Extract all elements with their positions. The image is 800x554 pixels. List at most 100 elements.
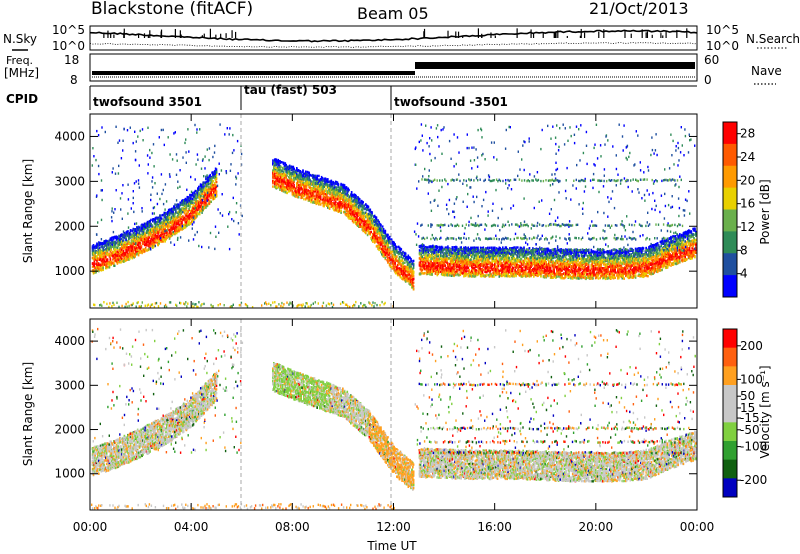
echo-pixel bbox=[142, 233, 144, 236]
echo-pixel bbox=[211, 179, 213, 183]
echo-pixel bbox=[135, 240, 137, 243]
echo-pixel bbox=[356, 222, 358, 225]
echo-pixel bbox=[165, 212, 167, 215]
echo-pixel bbox=[421, 269, 423, 272]
echo-pixel bbox=[365, 216, 367, 219]
echo-pixel bbox=[354, 211, 356, 214]
echo-pixel bbox=[196, 204, 198, 208]
echo-pixel bbox=[276, 177, 279, 180]
echo-pixel bbox=[120, 261, 122, 264]
echo-pixel bbox=[303, 181, 305, 185]
echo-pixel bbox=[130, 252, 133, 255]
echo-pixel bbox=[398, 260, 401, 263]
echo-pixel bbox=[97, 261, 99, 265]
echo-pixel bbox=[335, 203, 338, 207]
echo-pixel bbox=[412, 281, 415, 284]
echo-pixel bbox=[211, 185, 213, 189]
echo-pixel bbox=[389, 258, 392, 262]
echo-pixel bbox=[361, 201, 364, 204]
echo-pixel bbox=[198, 207, 200, 210]
echo-pixel bbox=[166, 234, 168, 237]
echo-pixel bbox=[327, 185, 329, 189]
echo-pixel bbox=[316, 180, 318, 183]
echo-pixel bbox=[151, 227, 153, 230]
echo-pixel bbox=[199, 197, 202, 201]
echo-pixel bbox=[308, 185, 310, 189]
echo-pixel bbox=[297, 169, 300, 172]
echo-pixel bbox=[205, 188, 207, 192]
echo-pixel bbox=[388, 239, 391, 243]
echo-pixel bbox=[198, 186, 200, 189]
echo-pixel bbox=[328, 180, 331, 183]
echo-pixel bbox=[288, 172, 290, 175]
echo-pixel bbox=[111, 251, 113, 254]
echo-pixel bbox=[129, 229, 132, 232]
echo-pixel bbox=[392, 261, 395, 264]
echo-pixel bbox=[375, 220, 378, 223]
echo-pixel bbox=[152, 218, 155, 221]
echo-pixel bbox=[308, 171, 310, 174]
echo-pixel bbox=[356, 197, 358, 200]
echo-pixel bbox=[421, 259, 423, 262]
echo-pixel bbox=[204, 194, 206, 197]
echo-pixel bbox=[215, 185, 218, 188]
echo-pixel bbox=[327, 196, 330, 200]
echo-pixel bbox=[147, 235, 150, 238]
echo-pixel bbox=[169, 221, 172, 224]
echo-pixel bbox=[113, 245, 115, 248]
echo-pixel bbox=[314, 174, 317, 177]
echo-pixel bbox=[371, 227, 373, 230]
echo-pixel bbox=[109, 257, 112, 260]
echo-pixel bbox=[167, 210, 170, 214]
echo-pixel bbox=[321, 191, 324, 195]
echo-pixel bbox=[339, 189, 341, 192]
echo-pixel bbox=[382, 255, 385, 258]
echo-pixel bbox=[302, 183, 304, 186]
echo-pixel bbox=[280, 185, 282, 188]
echo-pixel bbox=[387, 252, 389, 256]
echo-pixel bbox=[181, 221, 183, 224]
echo-pixel bbox=[159, 222, 162, 225]
echo-pixel bbox=[166, 212, 168, 216]
echo-pixel bbox=[330, 198, 333, 201]
echo-pixel bbox=[357, 214, 359, 218]
echo-pixel bbox=[123, 236, 126, 239]
echo-pixel bbox=[274, 162, 277, 165]
echo-pixel bbox=[366, 207, 369, 210]
echo-pixel bbox=[387, 246, 389, 249]
echo-pixel bbox=[154, 235, 157, 238]
echo-pixel bbox=[348, 215, 350, 218]
echo-pixel bbox=[178, 213, 181, 216]
echo-pixel bbox=[102, 247, 104, 250]
freq-tick-high: 18 bbox=[64, 53, 79, 67]
echo-pixel bbox=[380, 224, 382, 227]
echo-pixel bbox=[344, 192, 347, 196]
echo-pixel bbox=[336, 202, 339, 205]
echo-pixel bbox=[311, 187, 314, 190]
echo-pixel bbox=[339, 187, 341, 191]
echo-pixel bbox=[312, 186, 315, 190]
echo-pixel bbox=[312, 194, 315, 198]
echo-pixel bbox=[210, 179, 212, 182]
echo-pixel bbox=[401, 270, 403, 273]
echo-pixel bbox=[381, 230, 383, 233]
echo-pixel bbox=[215, 194, 218, 198]
echo-pixel bbox=[382, 250, 385, 253]
echo-pixel bbox=[317, 189, 319, 192]
echo-pixel bbox=[383, 242, 386, 245]
echo-pixel bbox=[337, 202, 340, 205]
echo-pixel bbox=[108, 263, 111, 266]
echo-pixel bbox=[144, 227, 146, 230]
echo-pixel bbox=[196, 215, 198, 218]
echo-pixel bbox=[166, 236, 168, 239]
echo-pixel bbox=[200, 198, 203, 202]
echo-pixel bbox=[197, 187, 199, 190]
echo-pixel bbox=[189, 217, 191, 220]
echo-pixel bbox=[405, 258, 408, 261]
echo-pixel bbox=[333, 208, 335, 212]
echo-pixel bbox=[360, 200, 363, 203]
echo-pixel bbox=[167, 233, 169, 236]
echo-pixel bbox=[368, 209, 371, 213]
echo-pixel bbox=[399, 270, 402, 273]
echo-pixel bbox=[134, 253, 136, 256]
